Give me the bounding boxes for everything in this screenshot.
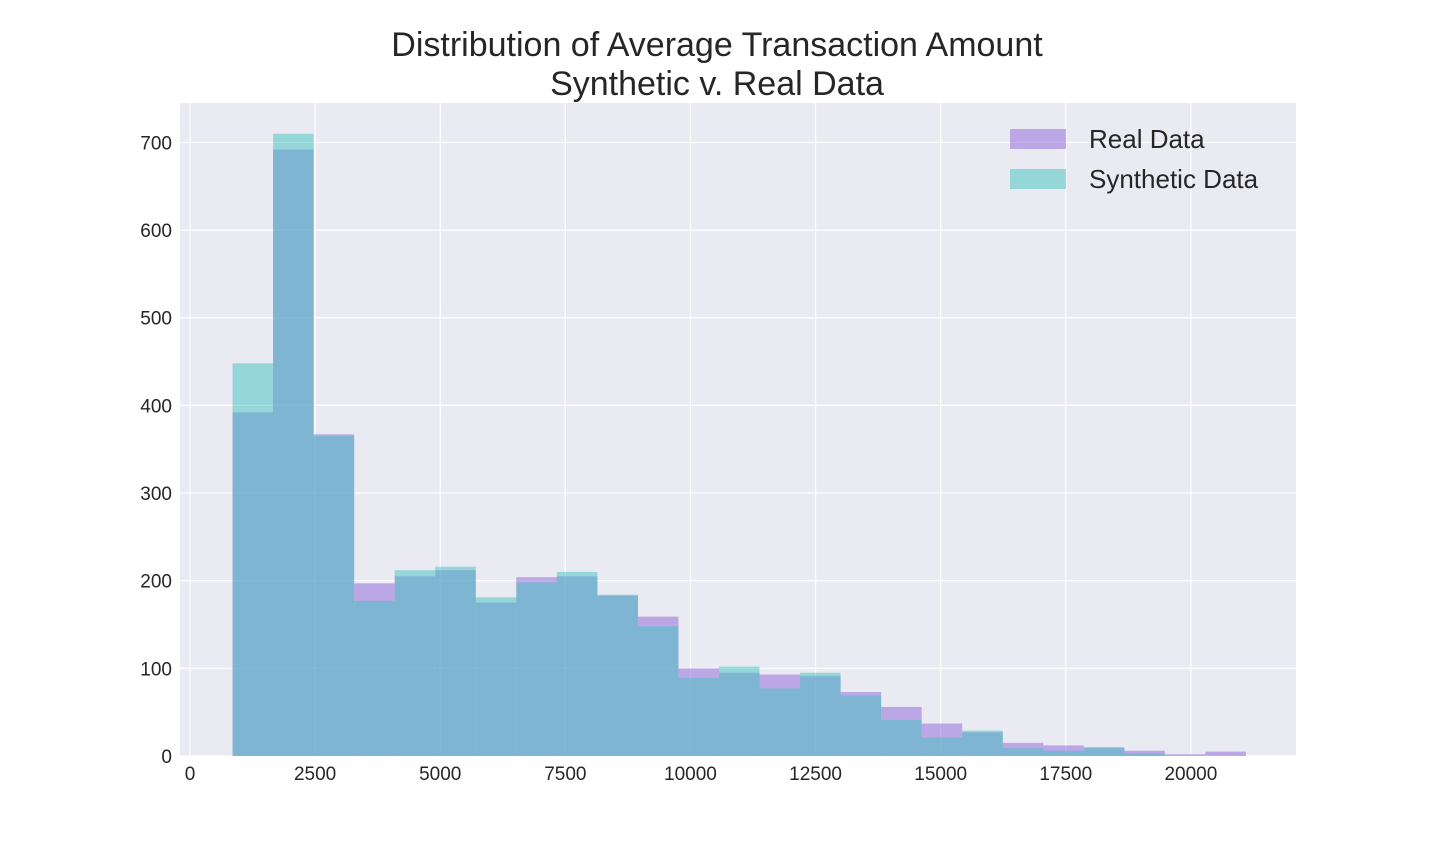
x-tick-label: 2500 (294, 764, 336, 785)
histogram-bar (840, 695, 882, 756)
chart-title-line-1: Distribution of Average Transaction Amou… (391, 26, 1043, 64)
y-tick-label: 600 (140, 221, 172, 242)
legend-label: Real Data (1089, 124, 1205, 154)
x-tick-label: 0 (185, 764, 196, 785)
y-tick-label: 200 (140, 572, 172, 593)
histogram-bar (962, 730, 1003, 756)
histogram-bar (1164, 754, 1206, 756)
histogram-bar (435, 566, 476, 756)
chart-title-line-2: Synthetic v. Real Data (550, 65, 884, 103)
histogram-bar (556, 571, 598, 756)
histogram-bar (718, 666, 760, 756)
grid (180, 103, 1296, 757)
histogram-bar (881, 720, 922, 756)
histogram-bar (800, 672, 841, 756)
series-synthetic-data (232, 133, 1165, 756)
histogram-bar (759, 688, 801, 756)
histogram-bar (273, 133, 314, 756)
x-tick-label: 20000 (1164, 764, 1217, 785)
y-tick-label: 300 (140, 484, 172, 505)
legend-swatch (1010, 169, 1066, 189)
histogram-bar (1002, 748, 1044, 756)
y-tick-label: 500 (140, 309, 172, 330)
y-tick-label: 400 (140, 396, 172, 417)
histogram-bar (921, 737, 963, 756)
histogram-bar (597, 594, 638, 756)
histogram-bar (1043, 750, 1084, 756)
histogram-bar (475, 597, 517, 756)
histogram-bar (1205, 751, 1246, 756)
x-tick-label: 15000 (914, 764, 967, 785)
histogram-bar (232, 363, 274, 756)
histogram-bar (1124, 753, 1165, 756)
histogram-bar (394, 570, 436, 756)
x-tick-label: 5000 (419, 764, 461, 785)
x-axis-ticks: 0 2500 5000 7500 10000 12500 15000 17500 20000 (185, 764, 1218, 785)
histogram-bar (678, 677, 719, 756)
histogram-bar (313, 436, 355, 756)
y-tick-label: 700 (140, 133, 172, 154)
y-axis-ticks: 0 100 200 300 400 500 600 700 (140, 133, 172, 768)
y-tick-label: 0 (161, 747, 172, 768)
legend: Real Data Synthetic Data (1010, 124, 1259, 194)
legend-label: Synthetic Data (1089, 164, 1259, 194)
x-tick-label: 7500 (544, 764, 586, 785)
histogram-bar (637, 626, 679, 756)
x-tick-label: 17500 (1039, 764, 1092, 785)
y-tick-label: 100 (140, 659, 172, 680)
histogram-bar (354, 600, 395, 756)
x-tick-label: 10000 (664, 764, 717, 785)
bars (232, 133, 1246, 757)
legend-swatch (1010, 129, 1066, 149)
x-tick-label: 12500 (789, 764, 842, 785)
histogram-bar (516, 582, 557, 756)
histogram-bar (1083, 748, 1125, 756)
